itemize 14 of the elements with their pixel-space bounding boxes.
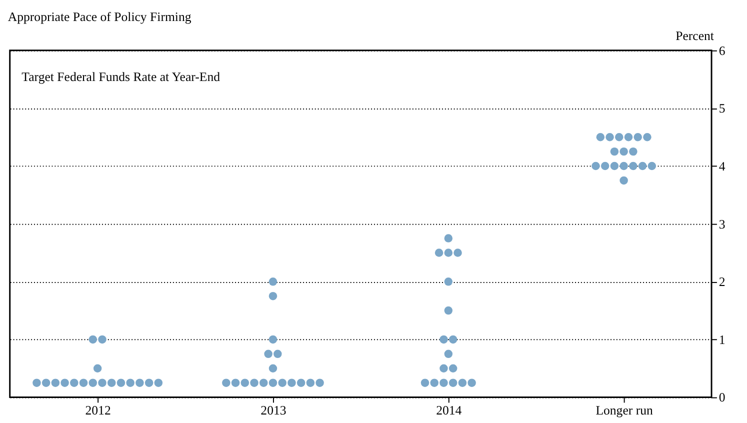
chart-title: Appropriate Pace of Policy Firming (8, 10, 192, 24)
y-tick-label: 4 (718, 159, 726, 174)
y-tick-label: 1 (718, 332, 726, 347)
y-axis-title: Percent (676, 29, 714, 44)
x-tick-label: 2012 (85, 404, 111, 418)
y-tick-label: 5 (718, 102, 726, 116)
y-tick-label: 3 (718, 217, 726, 232)
x-tick-label: 2014 (436, 404, 462, 418)
text: Target Federal Funds Rate at Year-End (22, 70, 221, 84)
x-tick-label: 2013 (260, 404, 286, 418)
x-tick-label: Longer run (596, 404, 654, 418)
y-tick-label: 6 (718, 44, 726, 58)
y-tick-label: 0 (718, 390, 726, 405)
y-tick-label: 2 (718, 275, 726, 290)
